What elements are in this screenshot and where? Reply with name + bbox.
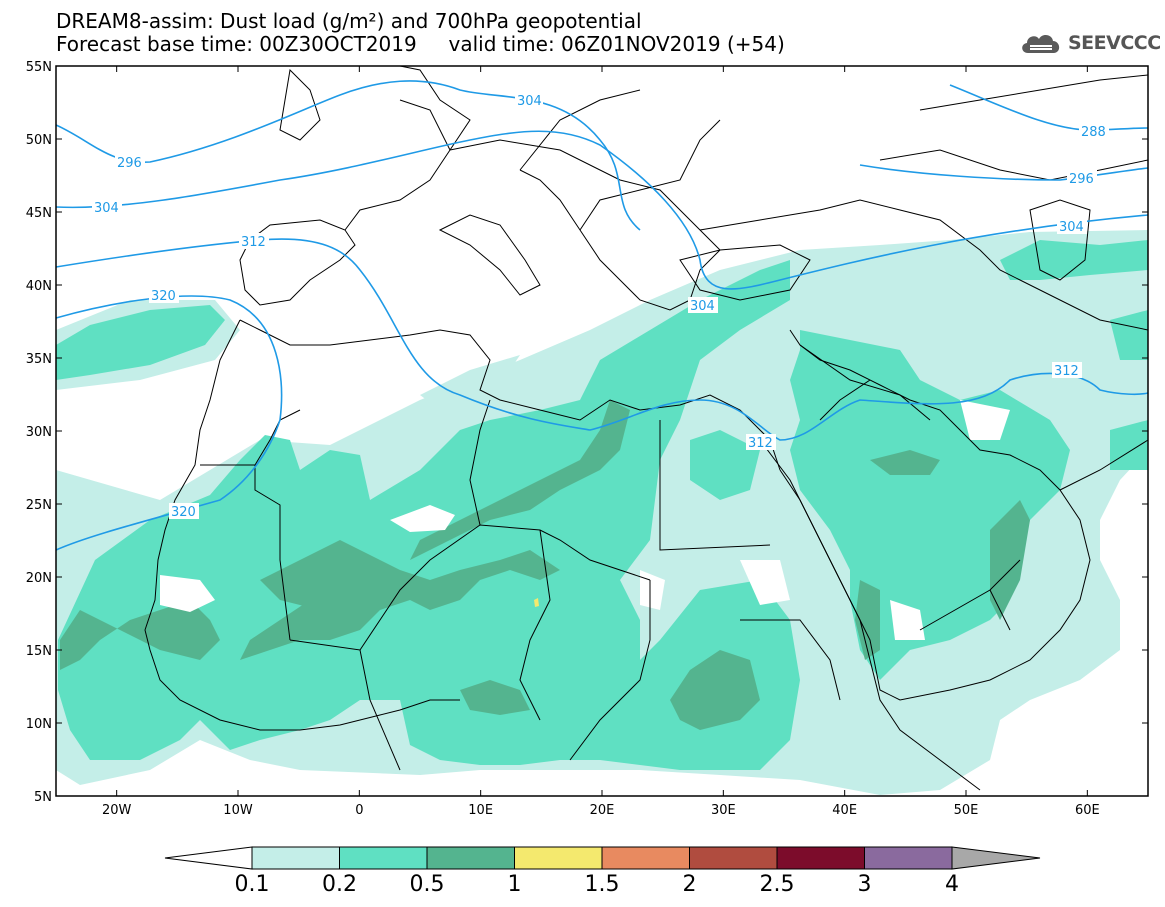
contour-label: 296 <box>117 156 142 171</box>
lat-tick-label: 35N <box>26 352 52 367</box>
contour-label: 312 <box>748 436 773 451</box>
lon-tick-label: 10W <box>223 803 253 818</box>
colorbar-swatch <box>426 846 515 870</box>
lat-tick-label: 55N <box>26 60 52 75</box>
lat-tick-label: 40N <box>26 279 52 294</box>
colorbar-over-arrow <box>951 846 1041 870</box>
colorbar-swatch <box>601 846 690 870</box>
lon-tick-label: 20E <box>590 803 615 818</box>
colorbar-label: 0.5 <box>409 872 445 897</box>
contour-label: 304 <box>517 94 542 109</box>
contour-label: 320 <box>151 289 176 304</box>
colorbar-label: 0.1 <box>234 872 270 897</box>
lon-tick-label: 40E <box>832 803 857 818</box>
logo-text: SEEVCCC <box>1068 32 1161 54</box>
colorbar <box>164 846 1041 870</box>
lon-tick-label: 60E <box>1075 803 1100 818</box>
lat-tick-label: 50N <box>26 133 52 148</box>
lat-tick-label: 25N <box>26 498 52 513</box>
colorbar-swatch <box>339 846 428 870</box>
contour-labels: 304 296 304 312 320 304 312 320 288 296 … <box>92 92 1109 520</box>
lon-tick-label: 30E <box>711 803 736 818</box>
colorbar-label: 2 <box>682 872 697 897</box>
contour-label: 304 <box>94 201 119 216</box>
colorbar-under-arrow <box>164 846 253 870</box>
coastlines <box>144 65 1149 791</box>
colorbar-swatch <box>689 846 778 870</box>
map-axes: 5N 10N 15N 20N 25N 30N 35N 40N 45N 50N 55N 20W 10W 0 1… <box>26 60 1148 818</box>
colorbar-swatch <box>776 846 865 870</box>
colorbar-label: 3 <box>857 872 872 897</box>
contour-label: 296 <box>1069 172 1094 187</box>
contour-label: 320 <box>171 505 196 520</box>
dust-shading <box>56 230 1148 795</box>
lat-tick-label: 5N <box>34 790 52 805</box>
colorbar-swatch <box>251 846 340 870</box>
contour-label: 288 <box>1081 125 1106 140</box>
contour-label: 312 <box>1054 364 1079 379</box>
forecast-times: Forecast base time: 00Z30OCT2019 valid t… <box>56 32 785 56</box>
colorbar-label: 0.2 <box>322 872 357 897</box>
lat-tick-label: 45N <box>26 206 52 221</box>
lon-tick-label: 10E <box>468 803 493 818</box>
lon-tick-label: 50E <box>954 803 979 818</box>
contour-label: 304 <box>690 299 715 314</box>
lon-tick-label: 0 <box>355 803 363 818</box>
seevccc-logo: SEEVCCC <box>1018 28 1161 58</box>
colorbar-label: 1.5 <box>584 872 620 897</box>
map-title: DREAM8-assim: Dust load (g/m²) and 700hP… <box>56 9 642 33</box>
lat-tick-label: 15N <box>26 644 52 659</box>
lat-tick-label: 20N <box>26 571 52 586</box>
lat-tick-label: 10N <box>26 717 52 732</box>
lon-tick-label: 20W <box>102 803 132 818</box>
cloud-logo-icon <box>1022 35 1060 53</box>
colorbar-label: 1 <box>507 872 522 897</box>
lat-tick-label: 30N <box>26 425 52 440</box>
colorbar-label: 4 <box>945 872 959 897</box>
colorbar-swatch <box>514 846 603 870</box>
colorbar-swatch <box>864 846 953 870</box>
colorbar-label: 2.5 <box>759 872 795 897</box>
contour-label: 304 <box>1059 220 1084 235</box>
contour-label: 312 <box>241 235 266 250</box>
